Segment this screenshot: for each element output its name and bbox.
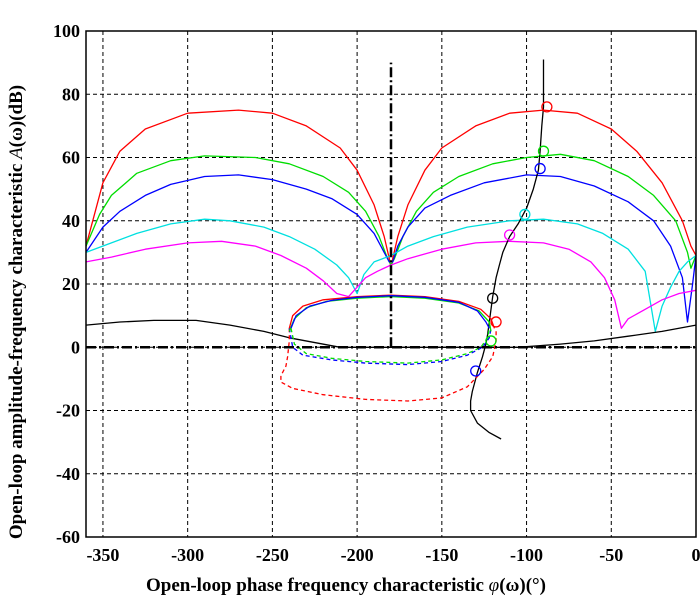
- y-tick-labels: -60 -40 -20 0 20 40 60 80 100: [53, 21, 80, 547]
- marker-5: [487, 292, 499, 304]
- x-tick-label-5: -100: [510, 545, 543, 565]
- series-line-9: [290, 328, 490, 364]
- series-line-2: [85, 174, 697, 323]
- series-line-3: [85, 218, 697, 333]
- x-tick-label-1: -300: [171, 545, 204, 565]
- x-tick-label-6: -50: [599, 545, 623, 565]
- x-tick-label-2: -250: [256, 545, 289, 565]
- x-tick-labels: -350 -300 -250 -200 -150 -100 -50 0: [86, 545, 700, 565]
- x-tick-label-3: -200: [341, 545, 374, 565]
- marker-4: [503, 229, 516, 241]
- x-tick-label-4: -150: [425, 545, 458, 565]
- y-tick-label-8: 100: [53, 21, 80, 41]
- y-tick-label-0: -60: [56, 527, 80, 547]
- series-group: [85, 59, 697, 440]
- series-line-7: [280, 328, 497, 402]
- y-tick-label-6: 60: [62, 148, 80, 168]
- series-line-0: [85, 109, 697, 269]
- x-axis-title: Open-loop phase frequency characteristic…: [146, 575, 546, 596]
- y-tick-label-7: 80: [62, 84, 80, 104]
- series-line-6: [469, 59, 545, 440]
- marker-7: [485, 335, 497, 347]
- plot-frame: [85, 30, 697, 538]
- y-tick-label-5: 40: [62, 211, 80, 231]
- reference-lines: [86, 62, 696, 349]
- series-line-12: [290, 295, 490, 329]
- marker-1: [537, 145, 550, 157]
- series-line-4: [85, 240, 697, 329]
- x-tick-label-7: 0: [692, 545, 700, 565]
- y-tick-label-1: -40: [56, 464, 80, 484]
- y-axis-title: Open-loop amplitude-frequency characteri…: [6, 85, 27, 539]
- marker-6: [490, 316, 502, 328]
- marker-0: [541, 101, 553, 113]
- marker-3: [519, 208, 531, 221]
- marker-8: [470, 365, 482, 377]
- x-tick-label-0: -350: [86, 545, 119, 565]
- marker-2: [534, 162, 546, 175]
- markers-group: [470, 101, 553, 377]
- y-tick-label-4: 20: [62, 274, 80, 294]
- y-tick-label-3: 0: [71, 337, 80, 357]
- y-tick-label-2: -20: [56, 401, 80, 421]
- series-line-8: [288, 328, 492, 366]
